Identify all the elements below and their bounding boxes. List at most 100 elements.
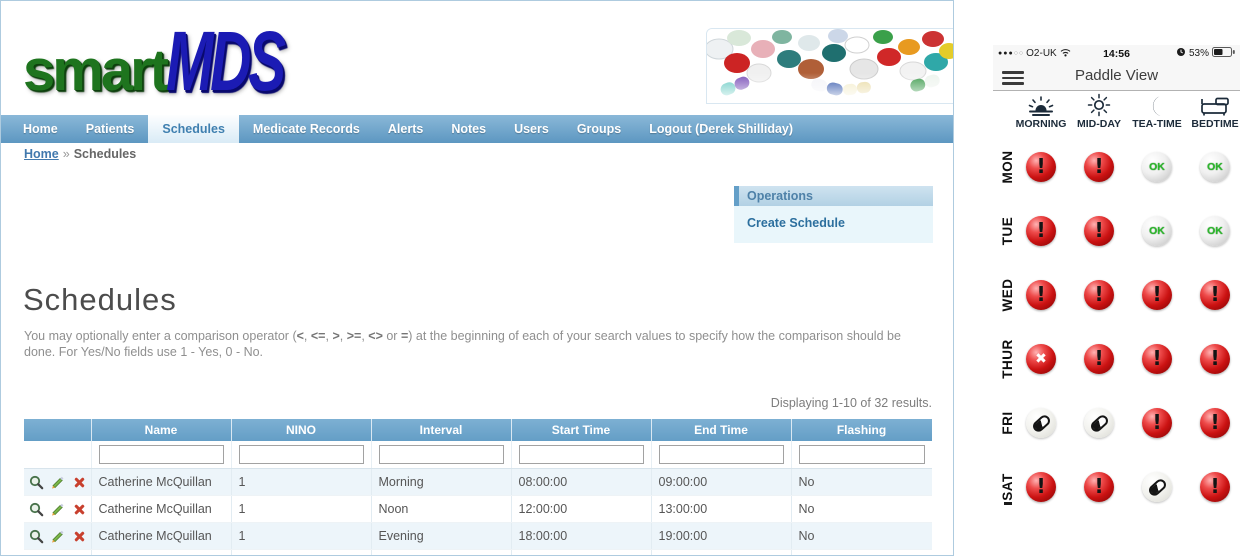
row-actions <box>24 522 92 550</box>
paddle-day-row: THUR <box>993 339 1240 379</box>
create-schedule-link[interactable]: Create Schedule <box>747 216 845 230</box>
alert-icon[interactable] <box>1026 472 1056 502</box>
nav-item[interactable]: Alerts <box>387 122 424 136</box>
sunrise-icon <box>1009 93 1073 117</box>
nav-item[interactable]: Home <box>23 122 58 136</box>
row-actions <box>24 468 92 496</box>
page-title: Schedules <box>23 282 177 317</box>
phone-status-bar: ●●●○○ O2-UK 14:56 53% <box>993 45 1240 62</box>
table-filter-row <box>24 441 932 469</box>
alert-icon[interactable] <box>1084 344 1114 374</box>
edit-icon[interactable] <box>50 475 65 490</box>
alert-icon[interactable] <box>1142 280 1172 310</box>
timeslot-label: BEDTIME <box>1191 118 1239 130</box>
view-icon[interactable] <box>29 529 44 544</box>
filter-cell <box>91 441 232 469</box>
cell-flashing: No <box>791 468 932 496</box>
alert-icon[interactable] <box>1200 408 1230 438</box>
interval-filter-input[interactable] <box>378 445 504 464</box>
phone-nav-bar: Paddle View <box>993 62 1240 91</box>
name-filter-input[interactable] <box>98 445 224 464</box>
edit-icon[interactable] <box>50 502 65 517</box>
alert-icon[interactable] <box>1026 216 1056 246</box>
table-row: Catherine McQuillan 1 Night 22:00:00 23:… <box>24 549 932 555</box>
alert-icon[interactable] <box>1200 344 1230 374</box>
column-header[interactable]: End Time <box>651 419 792 441</box>
menu-icon[interactable] <box>1002 71 1024 88</box>
ok-icon[interactable] <box>1142 152 1172 182</box>
results-summary: Displaying 1-10 of 32 results. <box>770 396 932 410</box>
column-header[interactable]: Start Time <box>511 419 652 441</box>
missed-icon[interactable] <box>1026 344 1056 374</box>
day-label: SAT <box>1000 473 1015 501</box>
help-text-segment: You may optionally enter a comparison op… <box>24 329 297 343</box>
end-time-filter-input[interactable] <box>658 445 784 464</box>
cell-nino: 1 <box>231 495 372 523</box>
filter-cell <box>791 441 932 469</box>
paddle-day-row: TUE <box>993 216 1240 246</box>
nav-item[interactable]: Users <box>514 122 549 136</box>
alert-icon[interactable] <box>1200 280 1230 310</box>
nav-item[interactable]: Schedules <box>148 115 239 143</box>
breadcrumb-home-link[interactable]: Home <box>24 147 59 161</box>
schedules-table: Name NINO Interval Start Time End Time F… <box>24 419 933 555</box>
alert-icon[interactable] <box>1026 280 1056 310</box>
alert-icon[interactable] <box>1142 344 1172 374</box>
alarm-clock-icon <box>1176 47 1186 60</box>
alert-icon[interactable] <box>1084 152 1114 182</box>
cell-start-time: 18:00:00 <box>511 522 652 550</box>
operations-title: Operations <box>734 186 933 206</box>
ok-icon[interactable] <box>1200 216 1230 246</box>
delete-icon[interactable] <box>72 529 87 544</box>
pill-icon[interactable] <box>1142 472 1172 502</box>
edit-icon[interactable] <box>50 529 65 544</box>
view-icon[interactable] <box>29 475 44 490</box>
actions-column-header <box>24 419 92 441</box>
alert-icon[interactable] <box>1084 472 1114 502</box>
breadcrumb-current: Schedules <box>73 147 137 161</box>
filter-cell <box>231 441 372 469</box>
breadcrumb-separator: » <box>62 147 70 161</box>
nav-item[interactable]: Groups <box>576 122 622 136</box>
nav-item[interactable]: Notes <box>451 122 487 136</box>
nav-item[interactable]: Medicate Records <box>252 122 360 136</box>
ok-icon[interactable] <box>1200 152 1230 182</box>
column-header[interactable]: Flashing <box>791 419 933 441</box>
carrier-label: O2-UK <box>1026 48 1057 59</box>
column-header[interactable]: Interval <box>371 419 512 441</box>
paddle-day-row: SAT <box>993 472 1240 502</box>
breadcrumb: Home» Schedules <box>24 147 136 161</box>
day-label: TUE <box>1000 216 1015 246</box>
start-time-filter-input[interactable] <box>518 445 644 464</box>
day-label: WED <box>1000 278 1015 312</box>
ok-icon[interactable] <box>1142 216 1172 246</box>
delete-icon[interactable] <box>72 475 87 490</box>
cell-end-time: 13:00:00 <box>651 495 792 523</box>
alert-icon[interactable] <box>1142 408 1172 438</box>
cell-end-time: 23:00:00 <box>651 549 792 555</box>
alert-icon[interactable] <box>1084 280 1114 310</box>
bed-icon <box>1183 93 1240 117</box>
flashing-filter-input[interactable] <box>798 445 925 464</box>
column-morning: MORNING <box>1009 93 1073 130</box>
alert-icon[interactable] <box>1026 152 1056 182</box>
view-icon[interactable] <box>29 502 44 517</box>
alert-icon[interactable] <box>1084 216 1114 246</box>
column-header[interactable]: Name <box>91 419 232 441</box>
nav-item[interactable]: Logout (Derek Shilliday) <box>649 122 794 136</box>
day-label: FRI <box>1000 411 1015 435</box>
alert-icon[interactable] <box>1200 472 1230 502</box>
nav-item[interactable]: Patients <box>85 122 135 136</box>
pill-icon[interactable] <box>1084 408 1114 438</box>
pill-icon[interactable] <box>1026 408 1056 438</box>
pills-photo <box>706 28 953 104</box>
delete-icon[interactable] <box>72 502 87 517</box>
column-header[interactable]: NINO <box>231 419 372 441</box>
nino-filter-input[interactable] <box>238 445 364 464</box>
help-text-segment: , <box>325 329 333 343</box>
cropped-next-day-label <box>1004 502 1012 505</box>
help-text-segment: >= <box>346 329 362 343</box>
cell-interval: Noon <box>371 495 512 523</box>
table-row: Catherine McQuillan 1 Morning 08:00:00 0… <box>24 468 932 496</box>
day-label: THUR <box>1000 339 1015 379</box>
